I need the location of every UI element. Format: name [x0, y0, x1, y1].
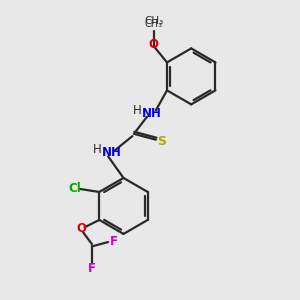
Text: O: O — [149, 38, 159, 51]
Text: CH₃: CH₃ — [145, 19, 163, 28]
Text: F: F — [110, 235, 117, 248]
Text: CH₃: CH₃ — [144, 16, 164, 26]
Text: NH: NH — [102, 146, 122, 159]
Text: O: O — [76, 222, 87, 235]
Text: H: H — [132, 104, 141, 117]
Text: S: S — [157, 135, 166, 148]
Text: Cl: Cl — [68, 182, 81, 195]
Text: F: F — [88, 262, 96, 275]
Text: NH: NH — [142, 107, 161, 120]
Text: H: H — [93, 143, 101, 157]
